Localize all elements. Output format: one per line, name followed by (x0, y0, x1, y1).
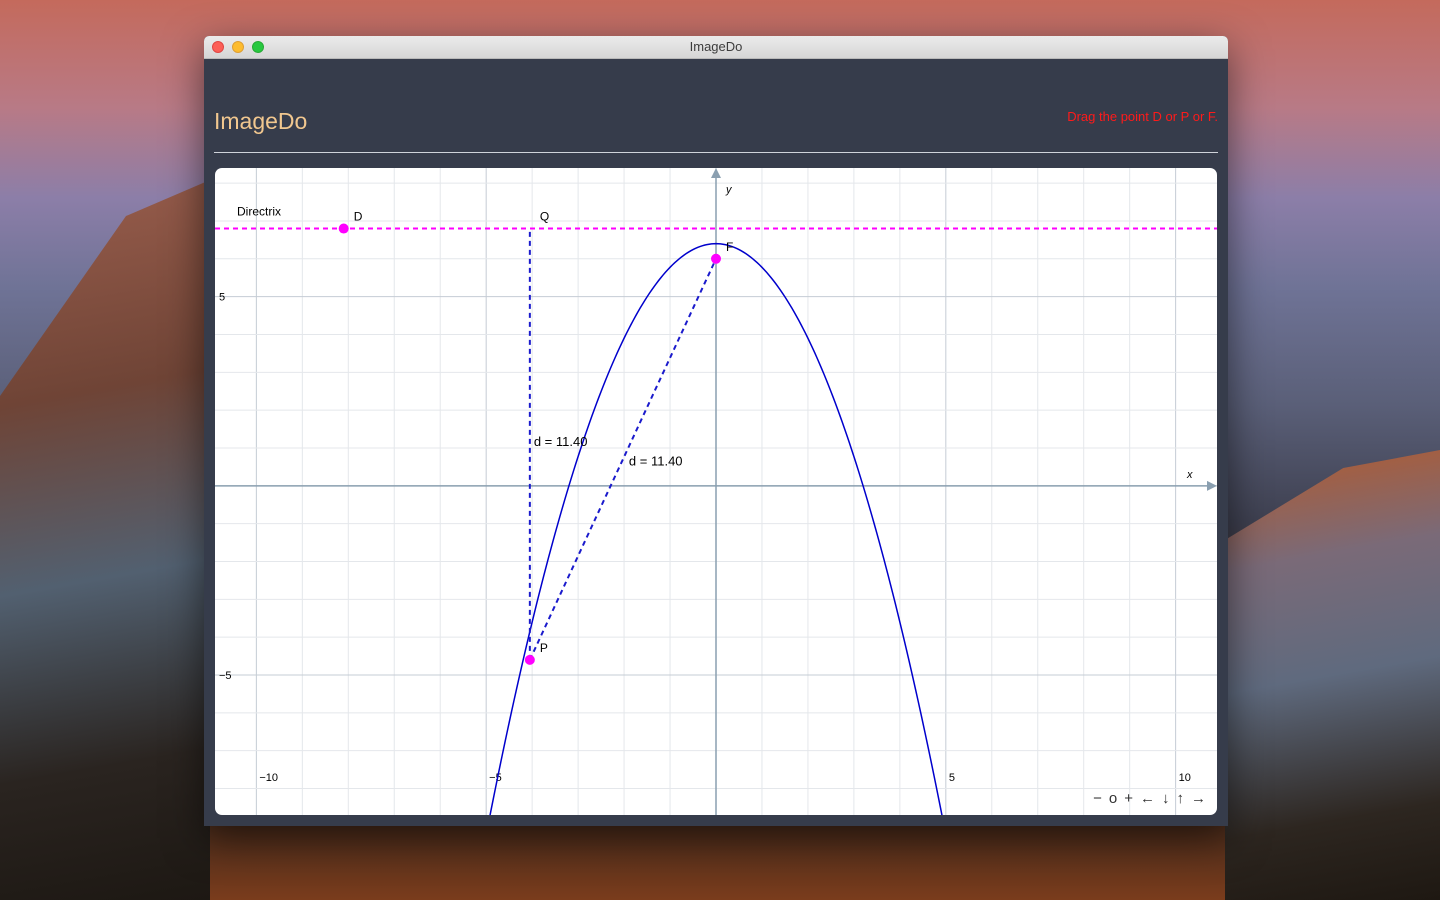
segment-pf (528, 258, 717, 661)
x-axis-label: x (1186, 469, 1193, 481)
y-tick-label: −5 (219, 670, 232, 682)
app-window: ImageDo ImageDo Drag the point D or P or… (204, 36, 1228, 826)
point-d[interactable] (338, 223, 349, 234)
distance-label-pf: d = 11.40 (629, 453, 683, 468)
distance-label-pq: d = 11.40 (534, 434, 588, 449)
x-tick-label: −10 (259, 772, 278, 784)
plot-svg[interactable]: x y −10 −5 5 10 5 −5 Directrix d = 11.40… (215, 168, 1217, 815)
y-tick-label: 5 (219, 292, 225, 304)
wallpaper-mountain-right (1225, 450, 1440, 900)
pan-up-button[interactable]: ↑ (1176, 790, 1185, 807)
minimize-button[interactable] (232, 41, 244, 53)
traffic-lights (212, 41, 264, 53)
label-q: Q (540, 210, 549, 224)
close-button[interactable] (212, 41, 224, 53)
app-title: ImageDo (214, 108, 308, 134)
titlebar[interactable]: ImageDo (204, 36, 1228, 59)
y-axis-label: y (725, 184, 733, 196)
point-p[interactable] (524, 654, 535, 665)
axes: x y −10 −5 5 10 5 −5 (215, 168, 1217, 815)
x-axis-arrow (1207, 480, 1217, 491)
x-tick-label: 10 (1179, 772, 1191, 784)
zoom-out-button[interactable]: − (1093, 790, 1102, 807)
label-f: F (726, 240, 733, 254)
wallpaper-mountain-left (0, 180, 210, 900)
parabola-curve (489, 242, 943, 815)
window-title: ImageDo (689, 39, 743, 54)
y-axis-arrow (711, 168, 721, 178)
x-tick-label: 5 (949, 772, 955, 784)
label-d: D (354, 210, 363, 224)
navigation-bar: − o + ← ↓ ↑ → (1092, 790, 1207, 807)
label-p: P (540, 641, 548, 655)
pan-left-button[interactable]: ← (1140, 790, 1155, 807)
graph-board[interactable]: x y −10 −5 5 10 5 −5 Directrix d = 11.40… (215, 168, 1217, 815)
zoom-reset-button[interactable]: o (1108, 790, 1118, 807)
point-f[interactable] (711, 253, 721, 264)
zoom-in-button[interactable]: + (1124, 790, 1133, 807)
pan-down-button[interactable]: ↓ (1162, 790, 1170, 807)
maximize-button[interactable] (252, 41, 264, 53)
directrix-label: Directrix (237, 205, 281, 219)
x-tick-label: −5 (489, 772, 502, 784)
header-divider (214, 152, 1218, 153)
pan-right-button[interactable]: → (1191, 790, 1206, 807)
hint-text: Drag the point D or P or F. (1067, 109, 1218, 124)
